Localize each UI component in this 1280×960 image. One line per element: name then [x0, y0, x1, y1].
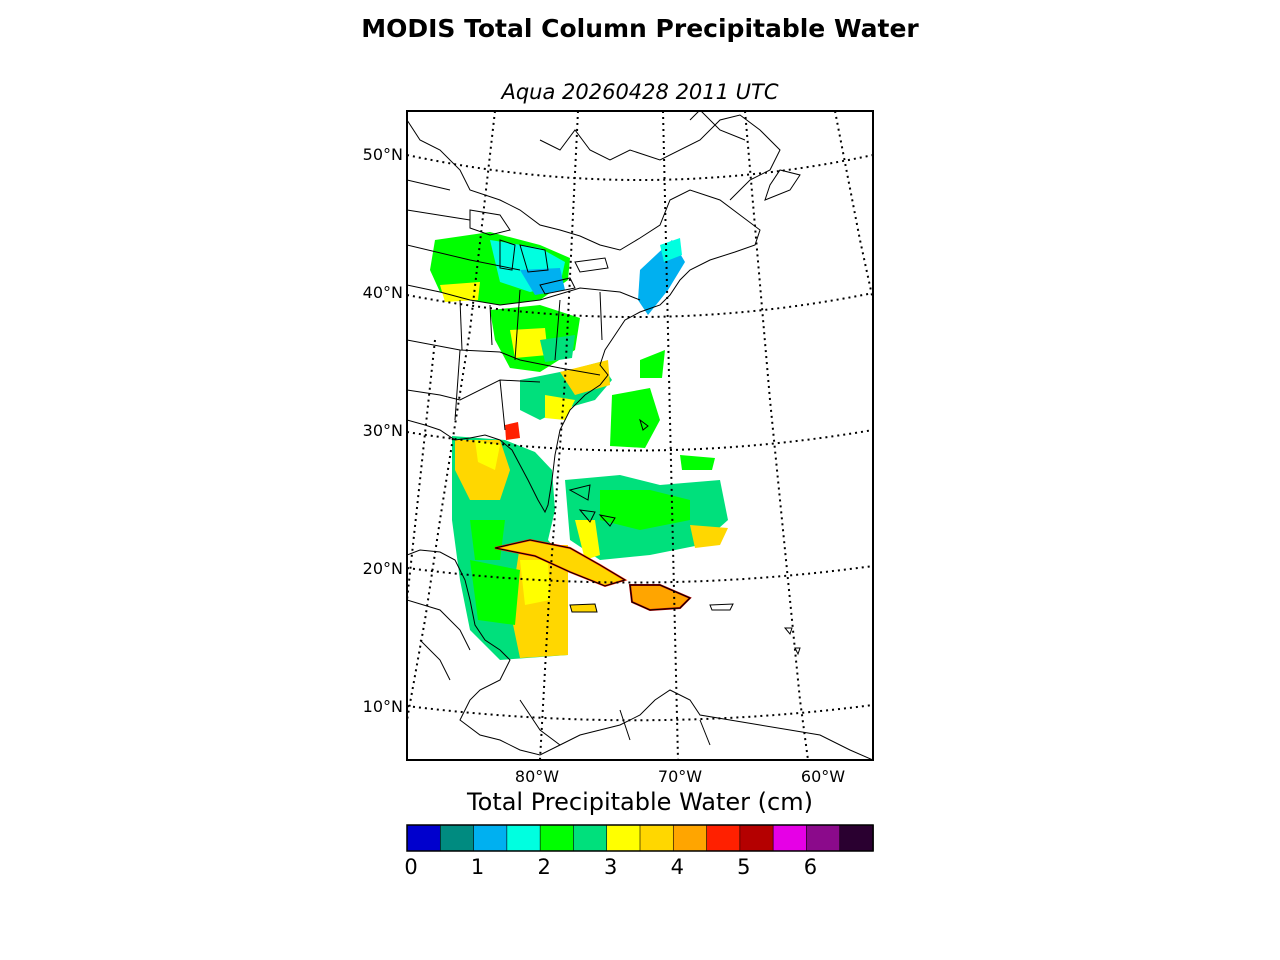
state-borders-layer: [407, 179, 711, 746]
colorbar-segment: [473, 824, 508, 852]
colorbar-frame: [406, 824, 874, 852]
colorbar-tick-label: 0: [404, 855, 418, 879]
graticule: [407, 111, 873, 760]
figure-title: MODIS Total Column Precipitable Water: [361, 14, 919, 43]
colorbar-segment: [839, 824, 874, 852]
figure-subtitle: Aqua 20260428 2011 UTC: [501, 80, 779, 104]
colorbar-segment: [672, 824, 708, 852]
lon-label: 80°W: [514, 767, 560, 786]
lon-label: 70°W: [657, 767, 703, 786]
colorbar-segment: [706, 824, 741, 852]
colorbar-segment: [573, 824, 608, 852]
colorbar-segment: [806, 824, 841, 852]
lon-label: 60°W: [800, 767, 846, 786]
colorbar-tick-label: 5: [737, 855, 751, 879]
colorbar-tick-label: 2: [537, 855, 551, 879]
lat-label: 50°N: [362, 145, 403, 164]
map-frame: [406, 110, 874, 761]
lat-label: 20°N: [362, 559, 403, 578]
lat-label: 10°N: [362, 697, 403, 716]
colorbar-title: Total Precipitable Water (cm): [467, 788, 813, 816]
colorbar-segment: [506, 824, 541, 852]
colorbar-tick-label: 3: [604, 855, 618, 879]
lakes-layer: [469, 209, 609, 295]
lat-label: 30°N: [362, 421, 403, 440]
colorbar-segment: [539, 824, 575, 852]
lat-label: 40°N: [362, 283, 403, 302]
colorbar-segment: [439, 824, 475, 852]
colorbar-segment: [606, 824, 641, 852]
colorbar-tick-label: 1: [470, 855, 485, 879]
map-content: [407, 111, 873, 760]
colorbar-tick-label: 6: [803, 855, 818, 879]
colorbar-segment: [639, 824, 675, 852]
colorbar-segment: [772, 824, 808, 852]
pw-swath-layer: [430, 232, 728, 660]
colorbar-segment: [739, 824, 774, 852]
colorbar-segment: [406, 824, 442, 852]
colorbar-tick-label: 4: [670, 855, 684, 879]
